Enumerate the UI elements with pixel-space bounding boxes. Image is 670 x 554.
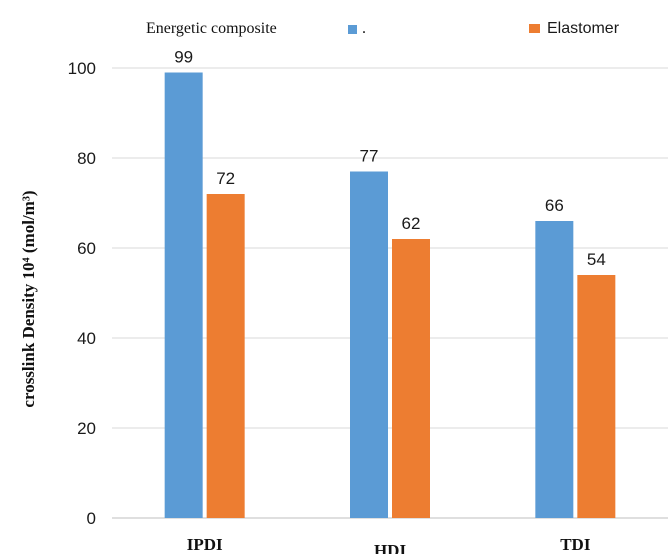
data-label-energetic-composite-ipdi: 99	[174, 48, 193, 67]
data-label-elastomer-tdi: 54	[587, 250, 606, 269]
bar-energetic-composite-ipdi	[164, 72, 203, 518]
x-category-label-hdi: HDI	[374, 541, 407, 554]
legend-swatch-elastomer	[529, 24, 540, 33]
legend-suffix: .	[362, 20, 366, 37]
data-label-elastomer-hdi: 62	[402, 214, 421, 233]
legend-swatch-energetic-composite	[348, 25, 357, 34]
y-tick-label-80: 80	[77, 149, 96, 168]
y-tick-label-100: 100	[68, 59, 96, 78]
bars	[164, 72, 616, 518]
data-label-energetic-composite-hdi: 77	[360, 147, 379, 166]
bar-elastomer-ipdi	[206, 194, 245, 518]
data-label-energetic-composite-tdi: 66	[545, 196, 564, 215]
y-tick-label-40: 40	[77, 329, 96, 348]
y-axis-label: crosslink Density 10⁴ (mol/m³)	[19, 190, 38, 407]
data-label-elastomer-ipdi: 72	[216, 169, 235, 188]
bar-elastomer-tdi	[577, 275, 616, 518]
gridlines	[112, 67, 668, 519]
data-labels: 99 72 77 62 66 54	[174, 48, 606, 270]
bar-elastomer-hdi	[392, 239, 430, 518]
bar-energetic-composite-tdi	[535, 221, 574, 518]
y-tick-label-60: 60	[77, 239, 96, 258]
x-category-label-ipdi: IPDI	[187, 535, 223, 554]
bar-energetic-composite-hdi	[350, 171, 388, 518]
y-tick-label-0: 0	[87, 509, 96, 528]
legend-label-energetic-composite: Energetic composite	[146, 20, 277, 37]
x-axis-categories: IPDI HDI TDI	[187, 535, 591, 554]
legend: Energetic composite . Elastomer	[146, 20, 620, 37]
y-axis-ticks: 0 20 40 60 80 100	[68, 59, 96, 528]
x-category-label-tdi: TDI	[560, 535, 591, 554]
y-tick-label-20: 20	[77, 419, 96, 438]
legend-label-elastomer: Elastomer	[547, 20, 620, 37]
